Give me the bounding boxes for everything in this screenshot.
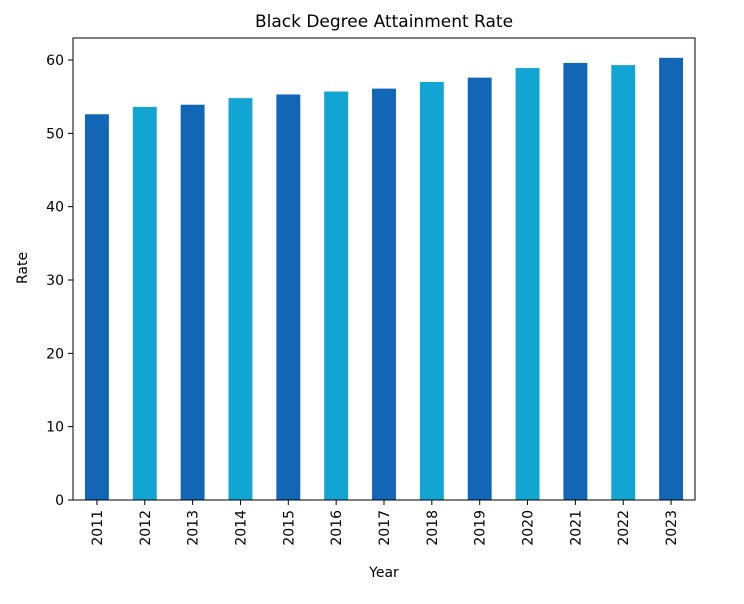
bar-2011: [84, 114, 109, 501]
bar-2022: [611, 65, 636, 500]
bar-2016: [324, 91, 349, 500]
y-tick-label: 50: [46, 126, 64, 142]
bars-group: [84, 57, 684, 501]
bar-2013: [180, 104, 205, 500]
bar-2018: [419, 82, 444, 500]
x-axis-label: Year: [368, 565, 399, 581]
x-tick-label: 2019: [473, 510, 489, 546]
bar-2012: [132, 106, 157, 501]
y-tick-label: 10: [46, 420, 64, 436]
y-tick-label: 20: [46, 346, 64, 362]
x-tick-label: 2014: [233, 510, 249, 546]
x-tick-label: 2012: [138, 510, 154, 546]
x-tick-label: 2021: [568, 510, 584, 546]
y-tick-label: 60: [46, 53, 64, 69]
bar-2019: [467, 77, 492, 500]
bar-2023: [659, 57, 684, 501]
x-tick-label: 2020: [521, 510, 537, 546]
chart-title: Black Degree Attainment Rate: [255, 12, 513, 32]
x-tick-label: 2017: [377, 510, 393, 546]
x-tick-label: 2015: [281, 510, 297, 546]
x-tick-label: 2023: [664, 510, 680, 546]
y-axis: 0 10 20 30 40 50 60: [46, 53, 73, 509]
x-tick-label: 2016: [329, 510, 345, 546]
bar-2017: [372, 88, 396, 500]
x-tick-label: 2018: [425, 510, 441, 546]
y-tick-label: 40: [46, 200, 64, 216]
y-tick-label: 30: [46, 273, 64, 289]
x-tick-label: 2013: [186, 510, 202, 546]
y-axis-label: Rate: [15, 252, 31, 284]
y-tick-label: 0: [55, 493, 64, 509]
bar-2021: [563, 62, 588, 501]
plot-frame: [72, 37, 696, 501]
x-tick-label: 2011: [90, 510, 106, 546]
bar-2014: [228, 98, 253, 500]
x-axis: 2011 2012 2013 2014 2015 2016 2017 2018 2019 2020…: [90, 500, 680, 546]
bar-2015: [276, 94, 301, 500]
bar-2020: [515, 68, 540, 500]
x-tick-label: 2022: [616, 510, 632, 546]
